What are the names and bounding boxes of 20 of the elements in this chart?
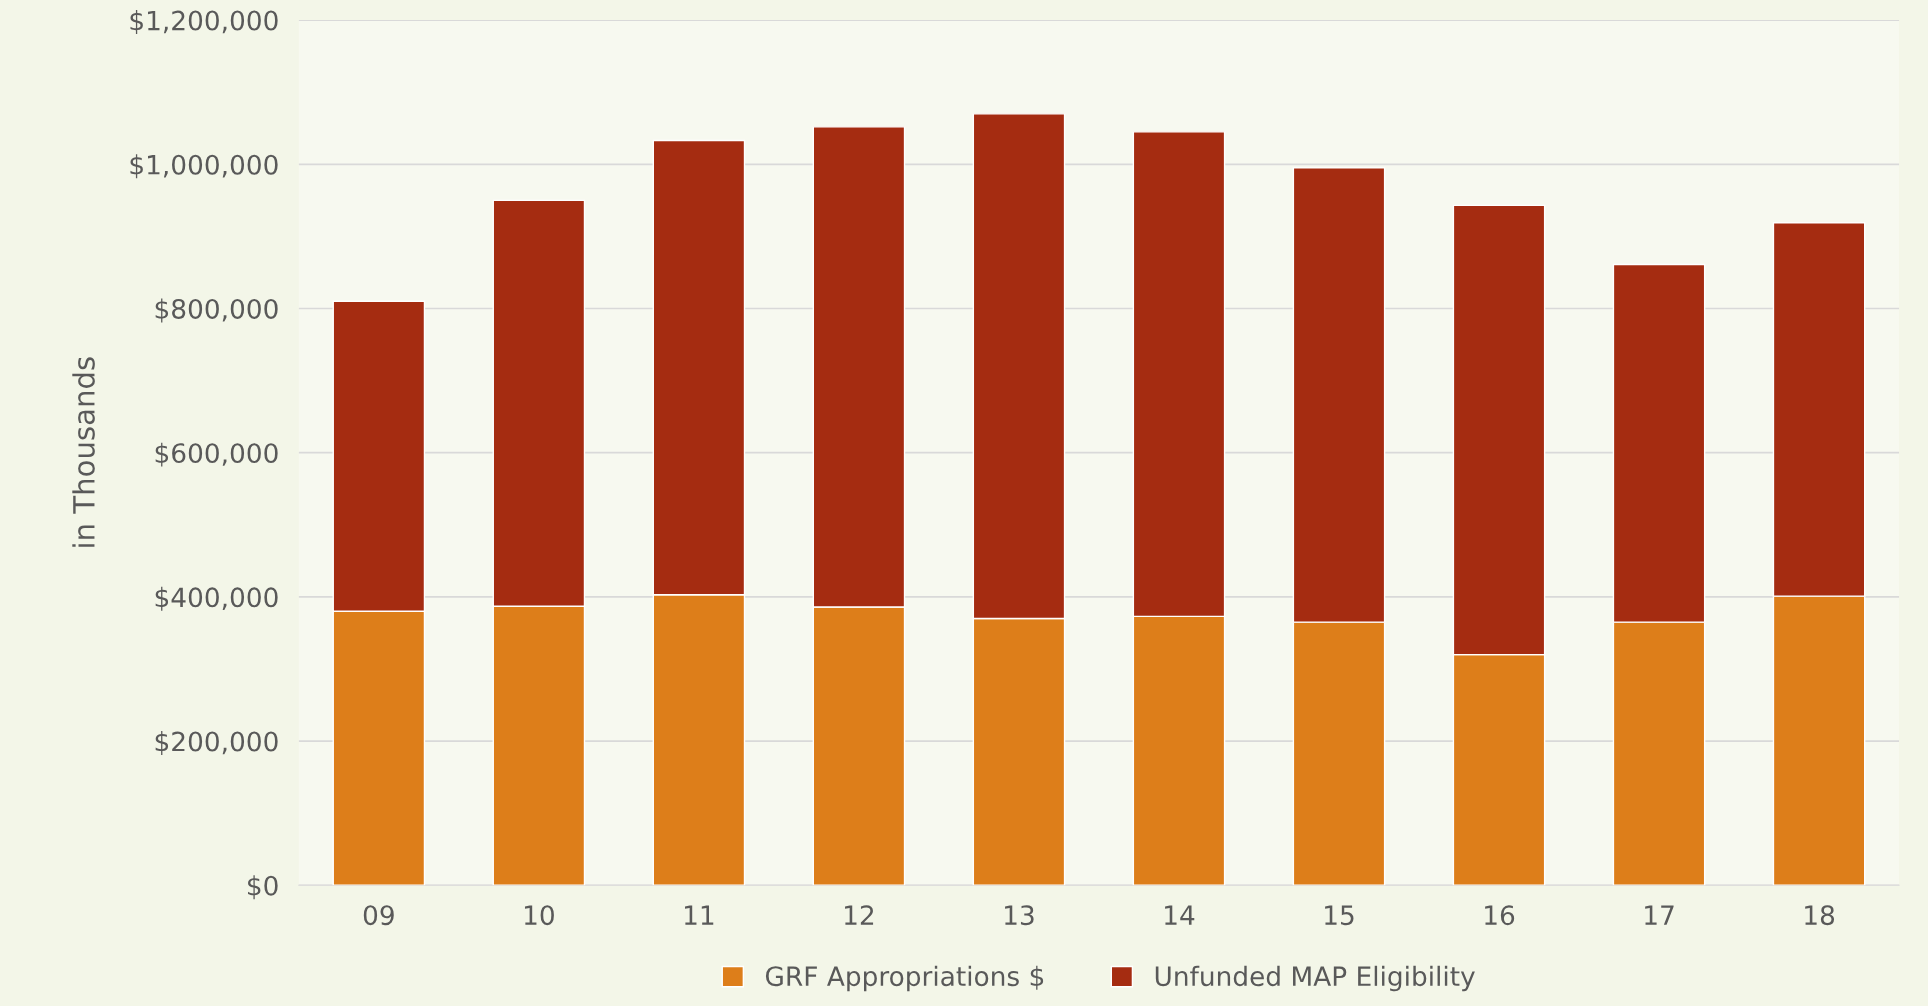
y-tick-label: $600,000 <box>155 442 278 467</box>
y-axis-title: in Thousands <box>72 357 95 547</box>
x-tick-label: 17 <box>1645 905 1674 925</box>
y-tick-label: $800,000 <box>155 298 278 323</box>
x-tick-label: 16 <box>1485 905 1515 926</box>
y-tick-label: $400,000 <box>155 586 278 611</box>
x-tick-label: 18 <box>1805 905 1835 926</box>
x-tick-label: 09 <box>363 905 394 926</box>
legend-label: Unfunded MAP Eligibility <box>1155 965 1475 992</box>
x-tick-label: 12 <box>845 905 874 925</box>
x-tick-label: 11 <box>685 905 714 925</box>
x-tick-label: 14 <box>1165 905 1195 925</box>
x-tick-label: 10 <box>524 905 554 926</box>
x-tick-label: 13 <box>1005 905 1034 926</box>
legend-label: GRF Appropriations $ <box>765 965 1044 992</box>
y-tick-label: $1,200,000 <box>130 10 278 35</box>
y-tick-label: $0 <box>248 875 278 900</box>
y-tick-label: $1,000,000 <box>130 154 278 179</box>
x-tick-label: 15 <box>1325 905 1354 926</box>
y-tick-label: $200,000 <box>155 731 278 755</box>
